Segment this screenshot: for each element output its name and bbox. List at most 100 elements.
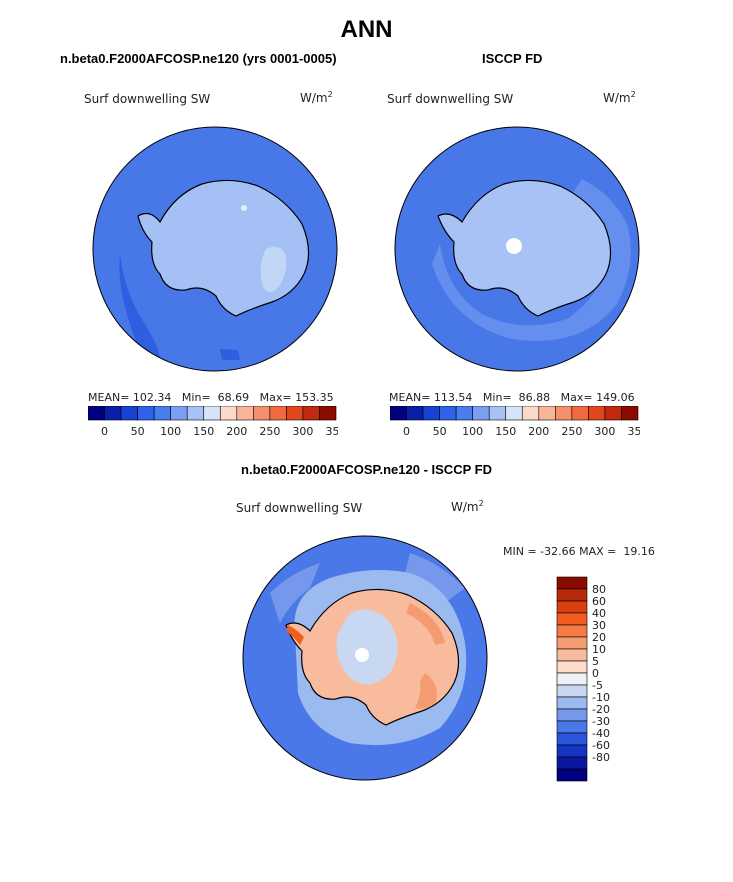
- panel2-min-label: Min=: [482, 391, 512, 404]
- panel3-colorbar-tick-label: -60: [592, 739, 610, 752]
- panel3-light-ocean-2: [405, 553, 465, 603]
- panel2-colorbar-tick-label: 50: [433, 425, 447, 438]
- panel3-colorbar-swatch: [556, 708, 588, 722]
- panel2-stats: MEAN= 113.54 Min= 86.88 Max= 149.06: [389, 391, 635, 404]
- panel1-colorbar-swatch: [236, 406, 254, 421]
- panel1-colorbar-swatch: [88, 406, 105, 421]
- panel1-dark-patch: [220, 349, 240, 360]
- panel1-max-label: Max=: [259, 391, 292, 404]
- panel3-colorbar-tick-label: 30: [592, 619, 606, 632]
- panel1-max-value: 153.35: [295, 391, 334, 404]
- panel3-colorbar-swatch: [556, 600, 588, 614]
- panel3-colorbar-swatch: [556, 756, 588, 770]
- panel3-colorbar-tick-label: 80: [592, 583, 606, 596]
- panel3-colorbar-swatch: [556, 768, 588, 782]
- panel2-land-ice: [437, 179, 612, 317]
- panel1-land-plateau: [260, 246, 287, 292]
- panel2-colorbar-tick-label: 300: [594, 425, 615, 438]
- panel2-colorbar-tick-label: 200: [528, 425, 549, 438]
- panel1-dark-band: [119, 254, 160, 359]
- panel3-colorbar-swatch: [556, 684, 588, 698]
- panel2-colorbar-swatch: [455, 406, 473, 421]
- panel3-colorbar-tick-label: -10: [592, 691, 610, 704]
- panel3-polar-map: [242, 535, 488, 781]
- panel1-colorbar-tick-label: 100: [160, 425, 181, 438]
- panel1-mean-value: 102.34: [132, 391, 172, 404]
- panel3-minmax: MIN = -32.66 MAX = 19.16: [503, 545, 655, 558]
- panel1-units-exp: 2: [327, 90, 333, 99]
- panel1-colorbar-swatch: [104, 406, 122, 421]
- panel1-colorbar-swatch: [170, 406, 188, 421]
- panel3-colorbar-swatch: [556, 588, 588, 602]
- panel1-colorbar-swatch: [253, 406, 271, 421]
- panel1-colorbar-tick-label: 300: [292, 425, 313, 438]
- panel1-min-label: Min=: [181, 391, 211, 404]
- panel3-colorbar-swatch: [556, 624, 588, 638]
- panel1-polar-map: [92, 126, 338, 372]
- panel3-warm-edge: [406, 603, 445, 645]
- panel2-colorbar-tick-label: 100: [462, 425, 483, 438]
- panel1-colorbar-tick-label: 250: [259, 425, 280, 438]
- panel3-units-exp: 2: [478, 499, 484, 508]
- panel3-colorbar-swatch: [556, 636, 588, 650]
- panel1-colorbar-tick-label: 150: [193, 425, 214, 438]
- panel1-colorbar-swatch: [120, 406, 138, 421]
- panel3-peninsula-warm: [286, 625, 304, 645]
- panel1-case-title: n.beta0.F2000AFCOSP.ne120 (yrs 0001-0005…: [60, 51, 337, 66]
- panel3-colorbar-swatch: [556, 744, 588, 758]
- panel3-colorbar-tick-label: 5: [592, 655, 599, 668]
- panel2-colorbar-swatch: [521, 406, 540, 421]
- panel2-colorbar-swatch: [439, 406, 457, 421]
- panel3-colorbar-swatch: [556, 660, 588, 674]
- panel3-variable-label: Surf downwelling SW: [236, 501, 363, 515]
- panel2-colorbar-swatch: [621, 406, 639, 421]
- panel3-colorbar-tick-label: -80: [592, 751, 610, 764]
- panel3-pole-missing: [355, 648, 369, 662]
- panel2-colorbar-swatch: [472, 406, 490, 421]
- panel3-colorbar-tick-label: -30: [592, 715, 610, 728]
- panel1-colorbar-swatch: [302, 406, 320, 421]
- panel2-min-value: 86.88: [518, 391, 551, 404]
- panel2-colorbar-tick-label: 350: [628, 425, 641, 438]
- panel3-colorbar-tick-label: 0: [592, 667, 599, 680]
- panel3-colorbar-tick-label: -5: [592, 679, 603, 692]
- panel2-polar-map: [394, 126, 640, 372]
- panel3-colorbar-tick-label: 60: [592, 595, 606, 608]
- panel3-case-title: n.beta0.F2000AFCOSP.ne120 - ISCCP FD: [241, 462, 492, 477]
- panel1-stats: MEAN= 102.34 Min= 68.69 Max= 153.35: [88, 391, 334, 404]
- panel2-colorbar-swatch: [555, 406, 573, 421]
- panel3-colorbar-swatch: [556, 696, 588, 710]
- panel2-colorbar-swatch: [571, 406, 589, 421]
- panel2-colorbar-swatch: [538, 406, 556, 421]
- panel1-min-value: 68.69: [217, 391, 250, 404]
- panel2-max-label: Max=: [560, 391, 593, 404]
- panel1-colorbar-swatch: [203, 406, 221, 421]
- panel2-colorbar-tick-label: 150: [495, 425, 516, 438]
- panel1-colorbar-tick-label: 50: [131, 425, 145, 438]
- panel3-colorbar-swatch: [556, 612, 588, 626]
- panel1-colorbar-swatch: [269, 406, 287, 421]
- panel1-colorbar-tick-label: 350: [326, 425, 339, 438]
- panel2-mean-value: 113.54: [433, 391, 473, 404]
- panel2-units-label: W/m2: [603, 90, 636, 105]
- panel1-colorbar-swatch: [186, 406, 205, 421]
- panel2-variable-label: Surf downwelling SW: [387, 92, 514, 106]
- panel2-colorbar-tick-label: 0: [403, 425, 410, 438]
- panel3-colorbar-tick-label: 20: [592, 631, 606, 644]
- panel3-inner-cool: [336, 609, 398, 685]
- panel2-colorbar-swatch: [505, 406, 523, 421]
- panel3-colorbar-tick-label: 10: [592, 643, 606, 656]
- panel3-light-ocean: [270, 563, 320, 623]
- panel1-colorbar-swatch: [219, 406, 238, 421]
- panel2-max-value: 149.06: [596, 391, 635, 404]
- panel1-colorbar-swatch: [153, 406, 171, 421]
- panel1-units-base: W/m: [300, 91, 328, 105]
- panel2-colorbar-swatch: [390, 406, 407, 421]
- panel3-colorbar-tick-label: -40: [592, 727, 610, 740]
- panel3-colorbar-swatch: [556, 672, 588, 686]
- panel2-colorbar-swatch: [488, 406, 507, 421]
- panel3-colorbar-swatch: [556, 732, 588, 746]
- panel3-units-label: W/m2: [451, 499, 484, 514]
- panel1-pole-spot: [241, 205, 247, 211]
